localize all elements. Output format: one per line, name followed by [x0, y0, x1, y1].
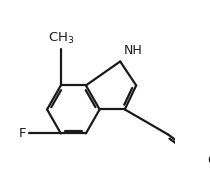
Text: NH: NH [124, 44, 142, 57]
Text: CH$_3$: CH$_3$ [47, 31, 74, 46]
Text: F: F [19, 127, 26, 140]
Text: O: O [207, 154, 210, 167]
